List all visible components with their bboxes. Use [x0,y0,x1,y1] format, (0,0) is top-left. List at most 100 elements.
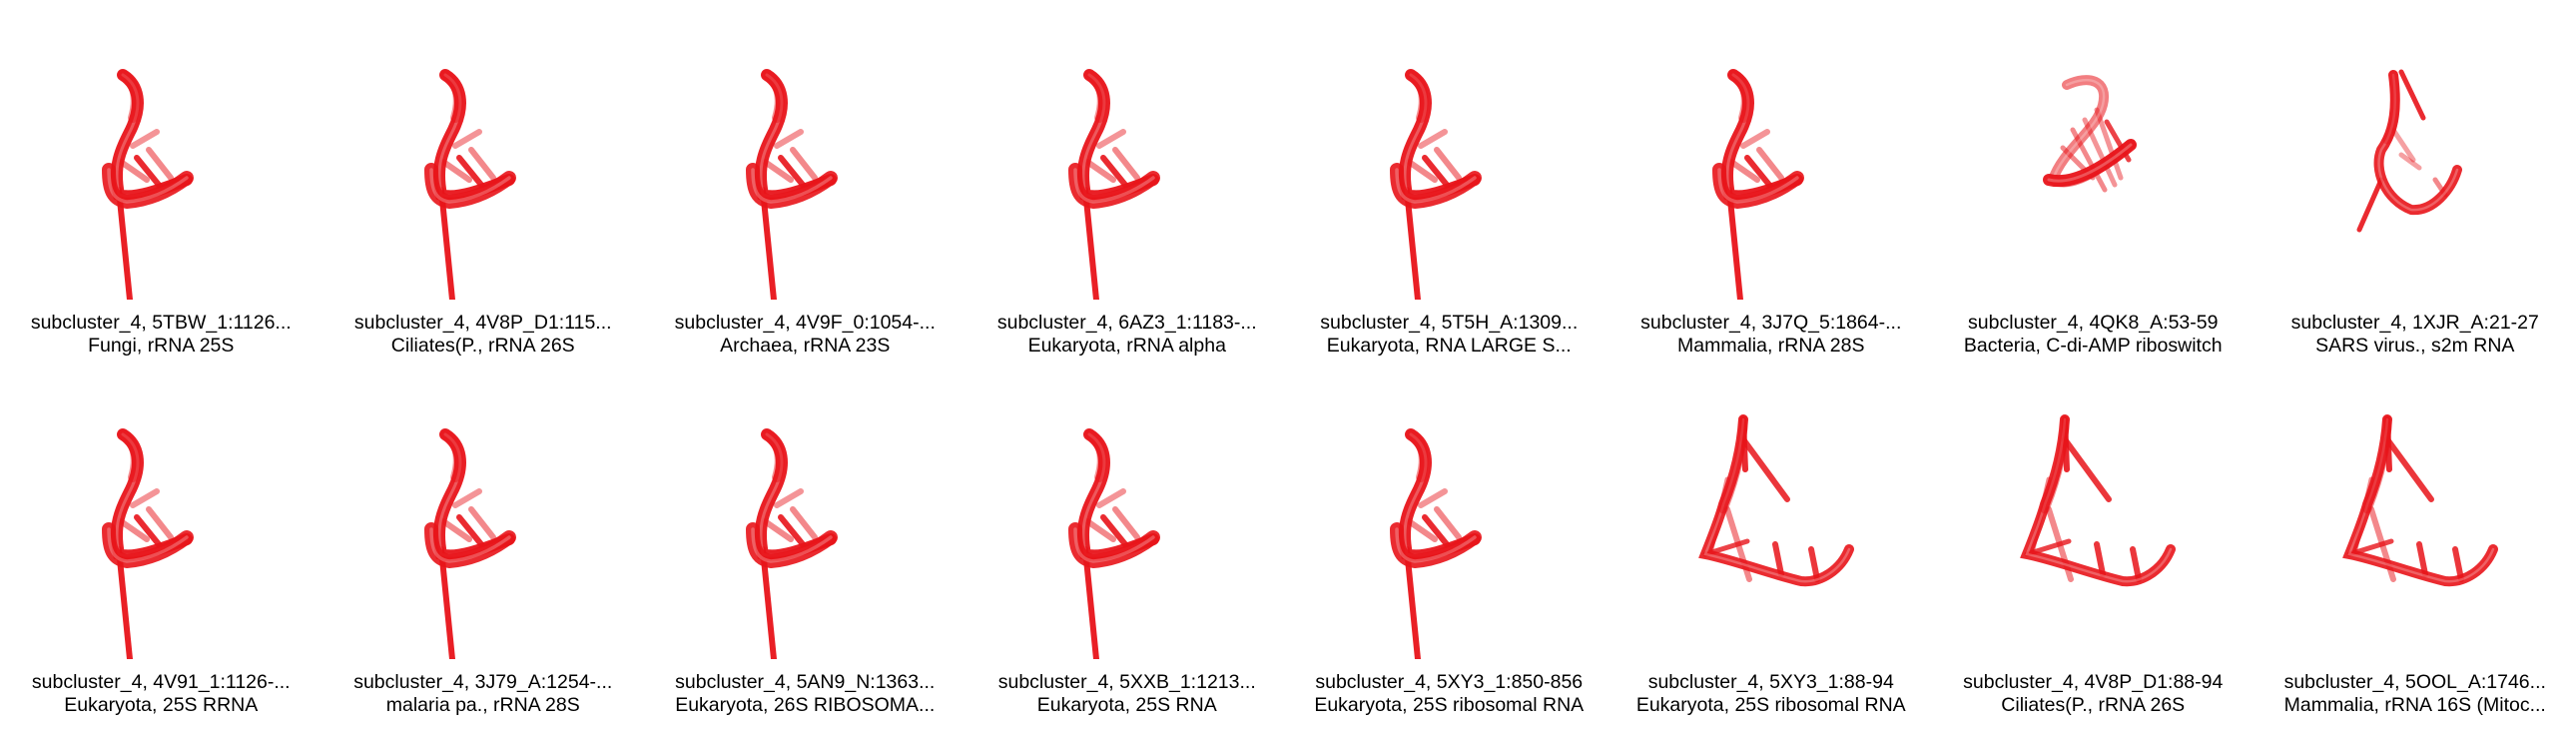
backbone-tube [2382,70,2399,145]
structure-tile-14[interactable]: subcluster_4, 5XY3_1:88-94 Eukaryota, 25… [1610,360,1933,719]
base-pair-stick [437,546,455,659]
base-pair-stick [1771,541,1784,577]
tile-id-label: subcluster_4, 4V8P_D1:88-94 [1963,671,2224,693]
tile-id-label: subcluster_4, 6AZ3_1:1183-... [996,312,1257,334]
backbone-tube [1067,163,1160,210]
base-pair-stick [1095,129,1126,149]
rna-structure-thumbnail [1711,69,1804,300]
rna-structure-thumbnail [2341,414,2498,587]
rna-structure-thumbnail [102,69,194,300]
base-pair-stick [1404,187,1422,300]
backbone-tube [439,70,463,123]
base-pair-stick [790,147,818,181]
base-pair-stick [762,159,794,183]
backbone-tube [1406,429,1429,482]
backbone-tube [762,70,785,123]
tile-description-label: Bacteria, C-di-AMP riboswitch [1963,335,2223,357]
structure-tile-2[interactable]: subcluster_4, 4V8P_D1:115... Ciliates(P.… [322,0,645,360]
backbone-tube [1406,70,1429,123]
tile-description-label: Eukaryota, rRNA alpha [1027,335,1226,357]
tile-id-label: subcluster_4, 5AN9_N:1363... [675,671,936,693]
tile-id-label: subcluster_4, 3J79_A:1254-... [353,671,613,693]
structure-tile-9[interactable]: subcluster_4, 4V91_1:1126-... Eukaryota,… [0,360,322,719]
backbone-highlight [751,527,833,563]
rna-structure-thumbnail [1067,428,1160,659]
structure-tile-10[interactable]: subcluster_4, 3J79_A:1254-... malaria pa… [322,360,645,719]
base-pair-stick [116,546,134,659]
base-pair-stick [1083,159,1116,183]
backbone-tube [2043,139,2137,188]
base-pair-stick [467,147,496,181]
base-pair-stick [1083,518,1116,542]
tile-description-label: Archaea, rRNA 23S [720,335,891,357]
backbone-tube [1727,70,1751,123]
tile-description-label: SARS virus., s2m RNA [2315,335,2515,357]
backbone-highlight [107,527,189,563]
rna-structure-thumbnail [2356,69,2462,233]
base-pair-stick [1406,518,1438,542]
structure-tile-15[interactable]: subcluster_4, 4V8P_D1:88-94 Ciliates(P.,… [1932,360,2254,719]
base-pair-stick [1725,187,1743,300]
tile-description-label: Eukaryota, 25S ribosomal RNA [1314,694,1585,716]
base-pair-stick [146,506,174,540]
base-pair-stick [760,187,778,300]
tile-caption: subcluster_4, 3J7Q_5:1864-... Mammalia, … [1610,312,1933,358]
tile-caption: subcluster_4, 5TBW_1:1126... Fungi, rRNA… [0,312,322,358]
backbone-tube [1067,522,1160,569]
tile-caption: subcluster_4, 5XXB_1:1213... Eukaryota, … [966,671,1289,717]
tile-description-label: malaria pa., rRNA 28S [385,694,580,716]
tile-caption: subcluster_4, 5T5H_A:1309... Eukaryota, … [1288,312,1610,358]
base-pair-stick [451,488,482,508]
tile-id-label: subcluster_4, 4QK8_A:53-59 [1968,312,2219,334]
structure-tile-4[interactable]: subcluster_4, 6AZ3_1:1183-... Eukaryota,… [966,0,1289,360]
base-pair-stick [2062,436,2112,502]
tile-description-label: Eukaryota, 25S ribosomal RNA [1635,694,1906,716]
tile-description-label: Ciliates(P., rRNA 26S [2001,694,2186,716]
tile-id-label: subcluster_4, 4V9F_0:1054-... [674,312,936,334]
backbone-highlight [1716,168,1799,204]
base-pair-stick [118,518,150,542]
structure-tile-1[interactable]: subcluster_4, 5TBW_1:1126... Fungi, rRNA… [0,0,322,360]
base-pair-stick [146,147,174,181]
structure-tile-6[interactable]: subcluster_4, 3J7Q_5:1864-... Mammalia, … [1610,0,1933,360]
tile-id-label: subcluster_4, 5XY3_1:88-94 [1647,671,1894,693]
base-pair-stick [1111,147,1140,181]
base-pair-stick [2383,436,2434,502]
base-pair-stick [2356,177,2383,233]
tile-id-label: subcluster_4, 4V91_1:1126-... [31,671,291,693]
backbone-tube [423,522,516,569]
base-pair-stick [1404,546,1422,659]
tile-caption: subcluster_4, 5AN9_N:1363... Eukaryota, … [644,671,966,717]
backbone-tube [102,163,194,210]
rna-structure-thumbnail [2020,414,2176,587]
backbone-tube [2373,70,2462,216]
tile-caption: subcluster_4, 4V8P_D1:115... Ciliates(P.… [322,312,645,358]
base-pair-stick [2390,127,2415,163]
backbone-highlight [2376,73,2458,212]
tile-description-label: Eukaryota, 25S RNA [1036,694,1217,716]
base-pair-stick [1111,506,1140,540]
rna-structure-thumbnail [746,428,838,659]
tile-description-label: Fungi, rRNA 25S [88,335,235,357]
rna-structure-thumbnail [423,69,516,300]
structure-tile-5[interactable]: subcluster_4, 5T5H_A:1309... Eukaryota, … [1288,0,1610,360]
backbone-tube [1711,163,1804,210]
structure-tile-8[interactable]: subcluster_4, 1XJR_A:21-27 SARS virus., … [2254,0,2576,360]
tile-caption: subcluster_4, 4QK8_A:53-59 Bacteria, C-d… [1932,312,2254,358]
structure-tile-3[interactable]: subcluster_4, 4V9F_0:1054-... Archaea, r… [644,0,966,360]
base-pair-stick [2398,152,2421,171]
structure-tile-16[interactable]: subcluster_4, 5OOL_A:1746... Mammalia, r… [2254,360,2576,719]
rna-structure-thumbnail [423,428,516,659]
rna-structure-thumbnail [1390,428,1482,659]
tile-caption: subcluster_4, 5XY3_1:850-856 Eukaryota, … [1288,671,1610,717]
structure-tile-11[interactable]: subcluster_4, 5AN9_N:1363... Eukaryota, … [644,360,966,719]
base-pair-stick [439,518,472,542]
structure-tile-7[interactable]: subcluster_4, 4QK8_A:53-59 Bacteria, C-d… [1932,0,2254,360]
structure-tile-13[interactable]: subcluster_4, 5XY3_1:850-856 Eukaryota, … [1288,360,1610,719]
base-pair-stick [439,159,472,183]
base-pair-stick [762,518,794,542]
structure-tile-12[interactable]: subcluster_4, 5XXB_1:1213... Eukaryota, … [966,360,1289,719]
rna-structure-thumbnail [2043,75,2137,193]
base-pair-stick [116,187,134,300]
base-pair-stick [1081,546,1099,659]
